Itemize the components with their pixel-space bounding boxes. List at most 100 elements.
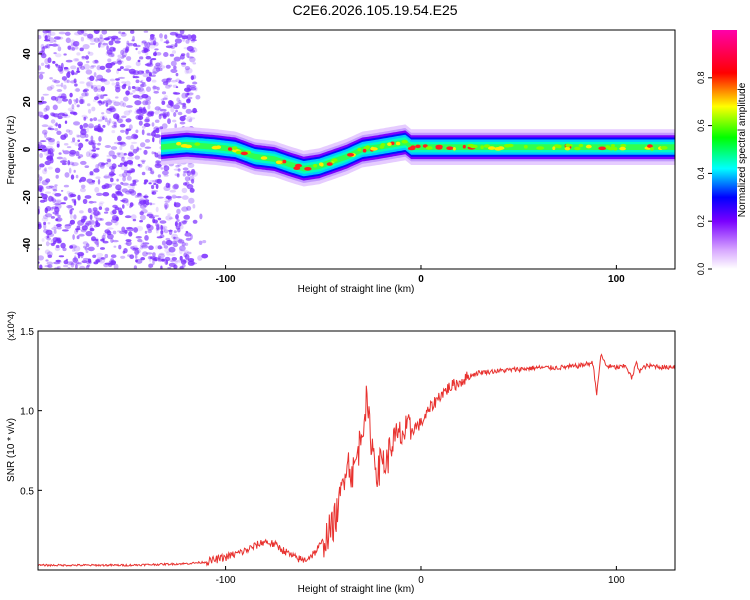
spectrogram-noise-point: [54, 128, 59, 131]
spectrogram-noise-point: [52, 113, 60, 118]
spectrogram-noise-point: [147, 229, 152, 234]
spectrogram-noise-point: [86, 264, 91, 267]
spectrogram-noise-point: [93, 30, 100, 34]
spectrogram-noise-point: [114, 220, 119, 226]
spectrogram-noise-point: [161, 240, 167, 246]
spectrogram-noise-point: [111, 215, 119, 221]
spectrogram-noise-point: [58, 152, 62, 155]
spectrogram-noise-point: [78, 142, 84, 149]
spectrogram-noise-point: [87, 108, 92, 114]
spectrogram-noise-point: [85, 139, 89, 142]
spectrogram-noise-point: [153, 90, 159, 94]
spectrogram-noise-point: [56, 223, 62, 227]
spectrogram-hotspot: [494, 147, 503, 151]
spectrogram-hotspot: [552, 146, 556, 150]
spectrogram-hotspot: [620, 143, 627, 148]
spectrogram-hotspot: [176, 141, 182, 146]
spectrogram-noise-point: [134, 254, 138, 259]
spectrogram-noise-point: [61, 162, 67, 166]
spectrogram-noise-point: [172, 195, 178, 199]
spectrogram-noise-point: [86, 36, 94, 40]
spectrogram-noise-point: [170, 44, 176, 50]
spectrogram-noise-point: [75, 228, 79, 233]
spectrogram-noise-point: [188, 118, 193, 123]
spectrogram-noise-point: [45, 30, 51, 33]
spectrogram-noise-point: [162, 114, 167, 119]
spectrogram-noise-point: [77, 134, 81, 138]
spectrogram-noise-point: [158, 252, 165, 256]
spectrogram-noise-point: [95, 217, 103, 221]
spectrogram-noise-point: [119, 123, 126, 128]
spectrogram-noise-point: [38, 111, 44, 117]
spectrogram-noise-point: [153, 214, 160, 218]
spectrogram-noise-point: [183, 46, 191, 50]
spectrogram-noise-point: [84, 195, 92, 199]
spectrogram-noise-point: [158, 67, 163, 72]
spectrogram-noise-point: [67, 45, 72, 50]
spectrogram-noise-point: [108, 171, 115, 177]
spectrogram-noise-point: [56, 36, 64, 40]
spectrogram-noise-point: [164, 229, 169, 234]
spectrogram-noise-point: [97, 78, 105, 82]
spectrogram-noise-point: [73, 214, 77, 220]
spectrogram-noise-point: [173, 168, 181, 171]
spectrogram-noise-point: [63, 143, 69, 146]
spectrogram-noise-point: [113, 141, 121, 145]
spectrogram-noise-point: [70, 174, 75, 180]
spectrogram-noise-point: [143, 181, 147, 185]
spectrogram-noise-point: [138, 120, 143, 126]
spectrogram-noise-point: [80, 129, 87, 136]
spectrogram-noise-point: [102, 237, 105, 243]
spectrogram-ridge-band: [161, 139, 675, 172]
spectrogram-noise-point: [53, 203, 61, 206]
spectrogram-noise-point: [66, 146, 72, 149]
spectrogram-noise-point: [189, 49, 195, 53]
spectrogram-noise-point: [64, 224, 71, 227]
spectrogram-noise-point: [154, 111, 160, 115]
spectrogram-noise-point: [155, 183, 159, 190]
spectrogram-noise-point: [161, 91, 167, 95]
spectrogram-noise-point: [87, 220, 95, 225]
spectrogram-noise-point: [123, 170, 129, 174]
spectrogram-noise-point: [190, 39, 197, 42]
spectrogram-noise-point: [102, 232, 107, 237]
spectrogram-noise-point: [161, 100, 166, 106]
spectrogram-hotspot: [401, 139, 408, 144]
spectrogram-noise-point: [104, 117, 108, 123]
spectrogram-noise-point: [132, 148, 138, 154]
spectrogram-noise-point: [173, 65, 177, 70]
spectrogram-noise-point: [163, 164, 167, 168]
spectrogram-noise-point: [123, 83, 127, 87]
spectrogram-noise-point: [98, 202, 104, 207]
spectrogram-noise-point: [159, 137, 162, 140]
spectrogram-noise-point: [40, 140, 47, 143]
spectrogram-noise-point: [79, 187, 86, 193]
spectrogram-noise-point: [146, 111, 149, 116]
spectrogram-noise-point: [167, 213, 171, 216]
spectrogram-noise-point: [134, 195, 139, 198]
spectrogram-noise-point: [79, 265, 86, 269]
spectrogram-noise-point: [60, 160, 67, 164]
spectrogram-noise-point: [70, 65, 77, 70]
spectrogram-noise-point: [51, 242, 55, 247]
spectrogram-noise-point: [56, 143, 60, 148]
spectrogram-noise-point: [139, 56, 144, 60]
spectrogram-noise-point: [78, 154, 84, 158]
spectrogram-noise-point: [180, 53, 186, 57]
spectrogram-noise-point: [190, 234, 193, 240]
spectrogram-noise-point: [100, 86, 105, 92]
spectrogram-noise-point: [192, 219, 198, 224]
spectrogram-noise-point: [59, 67, 63, 72]
spectrogram-noise-point: [83, 117, 87, 121]
colorbar-tick-label: 0.8: [696, 72, 706, 85]
spectrogram-noise-point: [107, 263, 113, 268]
spectrogram-noise-point: [169, 253, 176, 257]
spectrogram-noise-point: [157, 126, 161, 130]
spectrogram-noise-point: [171, 50, 177, 54]
spectrogram-noise-point: [190, 39, 195, 43]
spectrogram-hotspot: [320, 162, 324, 167]
spectrogram-noise-point: [75, 174, 79, 179]
spectrogram-noise-point: [58, 112, 65, 116]
spectrogram-noise-point: [58, 255, 65, 258]
spectrogram-noise-point: [86, 82, 91, 88]
